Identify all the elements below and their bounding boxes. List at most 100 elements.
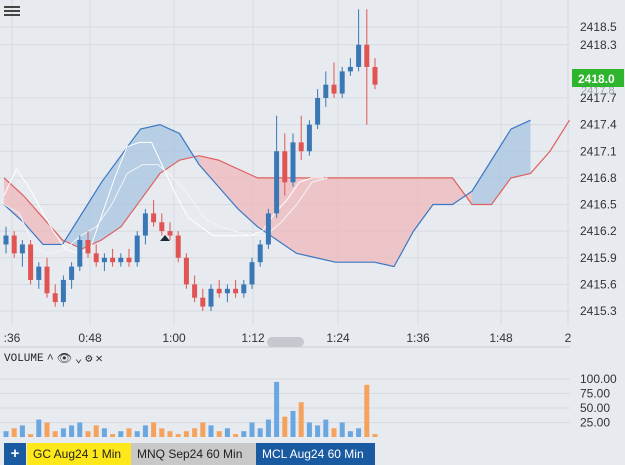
cloud-segment (394, 177, 414, 267)
close-icon[interactable]: ✕ (95, 351, 103, 366)
kijun-line (3, 164, 328, 254)
candle-body (290, 142, 296, 183)
tab-mnq-sep24[interactable]: MNQ Sep24 60 Min (131, 443, 256, 465)
volume-bar (298, 402, 304, 437)
volume-panel-header: VOLUME ^ 👁 ⌄ ⚙ ✕ (4, 351, 103, 366)
candle-body (175, 235, 181, 258)
candle-body (200, 297, 206, 307)
axes: 2418.5 2418.3 2417.7 2417.4 2417.1 2416.8 2416… (4, 20, 624, 430)
candle-body (315, 98, 321, 125)
volume-bar (93, 425, 99, 437)
menu-icon[interactable] (4, 4, 20, 18)
volume-bar (19, 425, 25, 437)
volume-bar (28, 434, 34, 437)
price-tick-label: 2418.3 (580, 38, 617, 52)
volume-bar (339, 422, 345, 437)
candle-body (126, 257, 132, 263)
tab-mcl-aug24[interactable]: MCL Aug24 60 Min (256, 443, 375, 465)
volume-bar (192, 428, 198, 437)
volume-bar (60, 428, 66, 437)
volume-bar (257, 428, 263, 437)
volume-bar (241, 431, 247, 437)
tab-gc-aug24[interactable]: GC Aug24 1 Min (27, 443, 131, 465)
cloud-segment (218, 160, 238, 209)
candle-body (36, 266, 42, 280)
time-tick-label: 1:36 (406, 331, 430, 345)
volume-bar (175, 434, 181, 437)
volume-bar (331, 428, 337, 437)
volume-bar (69, 425, 75, 437)
candle-body (372, 66, 378, 85)
cloud-segment (413, 177, 433, 232)
candle-body (151, 213, 157, 223)
candle-body (331, 84, 337, 94)
candle-body (356, 44, 362, 67)
cloud-segment (433, 177, 453, 205)
candle-body (77, 240, 83, 267)
price-tick-label: 2418.5 (580, 20, 617, 34)
candle-body (101, 257, 107, 263)
volume-bar (159, 428, 165, 437)
time-tick-label: 1:12 (241, 331, 265, 345)
volume-bar (134, 431, 140, 437)
candle-body (183, 257, 189, 285)
time-tick-label: 2 (565, 331, 572, 345)
price-tick-label: 2415.3 (580, 304, 617, 318)
cloud-segment (101, 155, 121, 240)
volume-bar (118, 431, 124, 437)
cloud-segment (511, 120, 531, 178)
volume-bar (167, 431, 173, 437)
cloud-segment (472, 160, 492, 205)
volume-bar (52, 431, 58, 437)
eye-icon[interactable]: 👁 (56, 351, 73, 366)
candle-body (44, 266, 50, 294)
gear-icon[interactable]: ⚙ (85, 351, 93, 366)
add-tab-button[interactable]: + (4, 443, 26, 465)
cloud-segment (316, 177, 336, 263)
cloud-segment (335, 177, 355, 263)
chevron-down-icon[interactable]: ⌄ (75, 351, 83, 366)
volume-bar (364, 384, 370, 437)
volume-bar (282, 416, 288, 437)
candles (3, 9, 378, 311)
candle-body (257, 244, 263, 263)
price-tick-label: 2416.8 (580, 171, 617, 185)
volume-bar (183, 431, 189, 437)
candle-body (110, 257, 116, 263)
price-tick-label: 2416.5 (580, 198, 617, 212)
time-tick-label: :36 (4, 331, 21, 345)
volume-tick-label: 25.00 (580, 416, 610, 430)
time-tick-label: 0:48 (78, 331, 102, 345)
price-tick-label: 2417.1 (580, 144, 617, 158)
volume-bar (290, 410, 296, 437)
volume-bar (249, 422, 255, 437)
volume-bar (372, 434, 378, 437)
candle-body (85, 240, 91, 254)
candle-body (167, 231, 173, 236)
volume-bar (208, 425, 214, 437)
candle-body (265, 213, 271, 245)
price-tick-label: 2415.9 (580, 251, 617, 265)
cloud-segment (199, 155, 219, 187)
volume-tick-label: 100.00 (580, 372, 617, 386)
volume-bar (347, 431, 353, 437)
volume-bar (110, 434, 116, 437)
collapse-up-icon[interactable]: ^ (46, 351, 54, 366)
volume-bar (356, 428, 362, 437)
volume-bar (200, 422, 206, 437)
candle-body (60, 279, 66, 303)
candle-body (208, 288, 214, 307)
candle-body (118, 257, 124, 263)
candle-body (134, 235, 140, 263)
cloud-segment (374, 177, 394, 267)
time-scrollbar-thumb[interactable] (267, 337, 304, 347)
candle-body (249, 262, 255, 285)
volume-bar (265, 419, 271, 437)
current-price-label: 2418.0 (578, 72, 615, 86)
price-tick-label: 2417.7 (580, 91, 617, 105)
candle-body (339, 71, 345, 94)
volume-tick-label: 75.00 (580, 387, 610, 401)
candle-body (274, 151, 280, 214)
cloud-segment (238, 169, 258, 227)
